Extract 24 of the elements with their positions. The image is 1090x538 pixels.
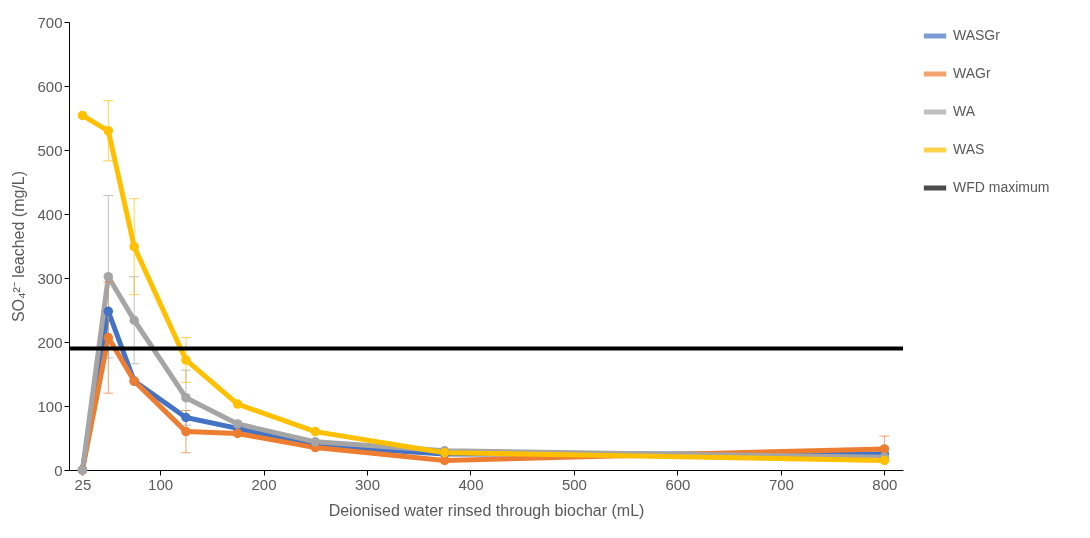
y-axis-title: SO₄²⁻ leached (mg/L) [10, 170, 28, 323]
x-axis-title: Deionised water rinsed through biochar (mL) [328, 501, 645, 519]
legend-label: WFD maximum [953, 179, 1050, 195]
y-tick-label: 300 [37, 269, 63, 287]
x-tick-label: 100 [148, 475, 174, 493]
y-tick-label: 600 [37, 77, 63, 95]
legend-label: WAS [953, 141, 985, 157]
legend-label: WAGr [953, 65, 991, 81]
legend-label: WA [953, 103, 976, 119]
x-tick-label: 25 [74, 475, 92, 493]
x-tick-label: 400 [458, 475, 484, 493]
y-tick-label: 700 [37, 13, 63, 31]
y-tick-label: 0 [54, 461, 63, 479]
x-tick-label: 600 [665, 475, 691, 493]
x-tick-label: 300 [354, 475, 381, 493]
y-tick-label: 400 [37, 205, 63, 223]
y-tick-label: 200 [37, 333, 63, 351]
x-tick-label: 200 [251, 475, 277, 493]
x-tick-label: 500 [561, 475, 587, 493]
y-tick-label: 500 [37, 141, 63, 159]
x-tick-label: 700 [768, 475, 794, 493]
x-tick-label: 800 [872, 475, 898, 493]
legend-label: WASGr [953, 27, 1001, 43]
y-tick-label: 100 [37, 397, 63, 415]
